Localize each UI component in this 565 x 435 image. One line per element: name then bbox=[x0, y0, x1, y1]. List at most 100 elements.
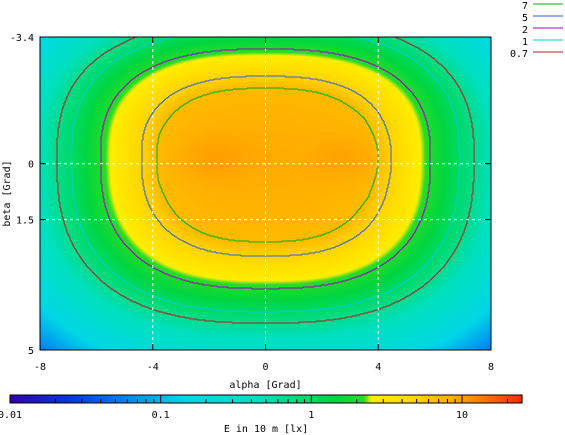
colorbar-cell bbox=[42, 395, 45, 403]
colorbar-cell bbox=[124, 395, 127, 403]
colorbar-cell bbox=[214, 395, 217, 403]
colorbar-cell bbox=[482, 395, 485, 403]
contour-line-0.7 bbox=[56, 37, 475, 324]
colorbar-cell bbox=[128, 395, 131, 403]
colorbar-cell bbox=[434, 395, 437, 403]
colorbar-ticks: 0.01 0.1 1 10 bbox=[0, 395, 508, 421]
colorbar-cell bbox=[396, 395, 399, 403]
colorbar-cell bbox=[44, 395, 47, 403]
colorbar-cell bbox=[288, 395, 291, 403]
colorbar-cell bbox=[72, 395, 75, 403]
colorbar-cell bbox=[174, 395, 177, 403]
colorbar-cell bbox=[150, 395, 153, 403]
colorbar-cell bbox=[200, 395, 203, 403]
colorbar-cell bbox=[186, 395, 189, 403]
colorbar-cell bbox=[278, 395, 281, 403]
colorbar-cell bbox=[26, 395, 29, 403]
colorbar-cell bbox=[206, 395, 209, 403]
colorbar-cell bbox=[348, 395, 351, 403]
colorbar-cell bbox=[518, 395, 521, 403]
colorbar-cell bbox=[116, 395, 119, 403]
colorbar-cell bbox=[234, 395, 237, 403]
colorbar-tick-label: 1 bbox=[308, 410, 314, 421]
colorbar-cell bbox=[292, 395, 295, 403]
colorbar-cell bbox=[284, 395, 287, 403]
colorbar-cell bbox=[218, 395, 221, 403]
colorbar-cell bbox=[86, 395, 89, 403]
colorbar-cell bbox=[246, 395, 249, 403]
colorbar-cell bbox=[318, 395, 321, 403]
colorbar-cell bbox=[188, 395, 191, 403]
colorbar-cell bbox=[262, 395, 265, 403]
colorbar-cell bbox=[466, 395, 469, 403]
colorbar-cell bbox=[60, 395, 63, 403]
colorbar-cell bbox=[18, 395, 21, 403]
colorbar-cell bbox=[426, 395, 429, 403]
colorbar-cell bbox=[336, 395, 339, 403]
colorbar-cell bbox=[270, 395, 273, 403]
colorbar-cell bbox=[82, 395, 85, 403]
colorbar-cell bbox=[352, 395, 355, 403]
colorbar-cell bbox=[94, 395, 97, 403]
colorbar-cell bbox=[334, 395, 337, 403]
colorbar-cell bbox=[20, 395, 23, 403]
colorbar-cell bbox=[156, 395, 159, 403]
legend-label: 1 bbox=[522, 37, 528, 48]
colorbar-cell bbox=[474, 395, 477, 403]
colorbar-cell bbox=[14, 395, 17, 403]
colorbar-cell bbox=[384, 395, 387, 403]
colorbar-cell bbox=[166, 395, 169, 403]
colorbar-cell bbox=[478, 395, 481, 403]
colorbar-cell bbox=[154, 395, 157, 403]
colorbar-cell bbox=[176, 395, 179, 403]
colorbar-cell bbox=[350, 395, 353, 403]
colorbar-cell bbox=[236, 395, 239, 403]
colorbar-cell bbox=[338, 395, 341, 403]
colorbar-cell bbox=[64, 395, 67, 403]
contour-line-2 bbox=[100, 48, 431, 290]
colorbar-cell bbox=[516, 395, 519, 403]
colorbar-cell bbox=[306, 395, 309, 403]
colorbar-cell bbox=[170, 395, 173, 403]
colorbar-cell bbox=[464, 395, 467, 403]
colorbar-cell bbox=[412, 395, 415, 403]
colorbar-cell bbox=[380, 395, 383, 403]
colorbar-cell bbox=[90, 395, 93, 403]
colorbar-cell bbox=[78, 395, 81, 403]
colorbar-cell bbox=[286, 395, 289, 403]
colorbar-cell bbox=[408, 395, 411, 403]
contour-line-1 bbox=[70, 37, 461, 313]
colorbar-cell bbox=[360, 395, 363, 403]
colorbar-cell bbox=[92, 395, 95, 403]
contour-line-5 bbox=[141, 75, 392, 257]
colorbar-cell bbox=[460, 395, 463, 403]
colorbar-cell bbox=[440, 395, 443, 403]
legend-label: 0.7 bbox=[510, 49, 528, 60]
colorbar-cell bbox=[296, 395, 299, 403]
colorbar-cell bbox=[34, 395, 37, 403]
colorbar-cell bbox=[38, 395, 41, 403]
colorbar-cell bbox=[438, 395, 441, 403]
colorbar-cell bbox=[476, 395, 479, 403]
colorbar-cell bbox=[28, 395, 31, 403]
colorbar-cell bbox=[488, 395, 491, 403]
colorbar-cell bbox=[122, 395, 125, 403]
colorbar-cell bbox=[362, 395, 365, 403]
colorbar-cell bbox=[266, 395, 269, 403]
colorbar-cell bbox=[368, 395, 371, 403]
colorbar-cell bbox=[134, 395, 137, 403]
colorbar-cell bbox=[212, 395, 215, 403]
colorbar-cell bbox=[456, 395, 459, 403]
colorbar-cell bbox=[342, 395, 345, 403]
colorbar-cell bbox=[504, 395, 507, 403]
colorbar-cell bbox=[492, 395, 495, 403]
colorbar-cell bbox=[180, 395, 183, 403]
colorbar-cell bbox=[224, 395, 227, 403]
colorbar-cell bbox=[378, 395, 381, 403]
colorbar-cell bbox=[130, 395, 133, 403]
colorbar-cell bbox=[132, 395, 135, 403]
colorbar-cell bbox=[470, 395, 473, 403]
colorbar-cell bbox=[30, 395, 33, 403]
colorbar-cell bbox=[70, 395, 73, 403]
colorbar-cell bbox=[254, 395, 257, 403]
